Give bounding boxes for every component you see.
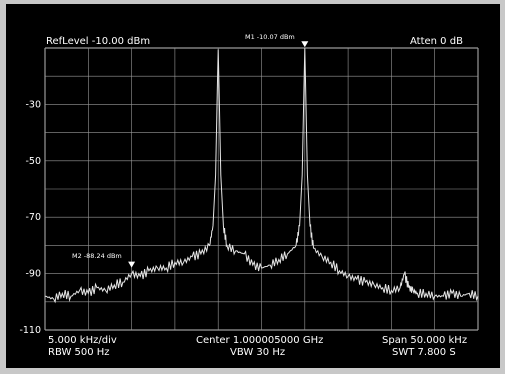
ref-level-label: RefLevel -10.00 dBm	[46, 36, 150, 47]
y-tick-label: -30	[25, 99, 41, 110]
marker-m2-icon	[128, 261, 136, 268]
atten-label: Atten 0 dB	[410, 36, 463, 47]
spectrum-trace	[44, 48, 479, 304]
y-tick-label: -90	[25, 269, 41, 280]
rbw-label: RBW 500 Hz	[48, 347, 110, 358]
marker2-readout: M2 -88.24 dBm	[72, 252, 122, 260]
span-label: Span 50.000 kHz	[382, 335, 467, 346]
swt-label: SWT 7.800 S	[392, 347, 456, 358]
y-tick-labels: -30 -50 -70 -90 -110	[19, 99, 41, 336]
y-tick-label: -50	[25, 156, 41, 167]
grid	[44, 47, 479, 331]
y-tick-label: -70	[25, 212, 41, 223]
markers	[128, 41, 309, 268]
marker1-readout: M1 -10.07 dBm	[245, 33, 295, 41]
y-tick-label: -110	[19, 325, 41, 336]
marker-m1-icon	[301, 41, 309, 48]
div-label: 5.000 kHz/div	[48, 335, 117, 346]
center-freq-label: Center 1.000005000 GHz	[196, 335, 323, 346]
vbw-label: VBW 30 Hz	[230, 347, 285, 358]
screen-background	[6, 4, 500, 368]
